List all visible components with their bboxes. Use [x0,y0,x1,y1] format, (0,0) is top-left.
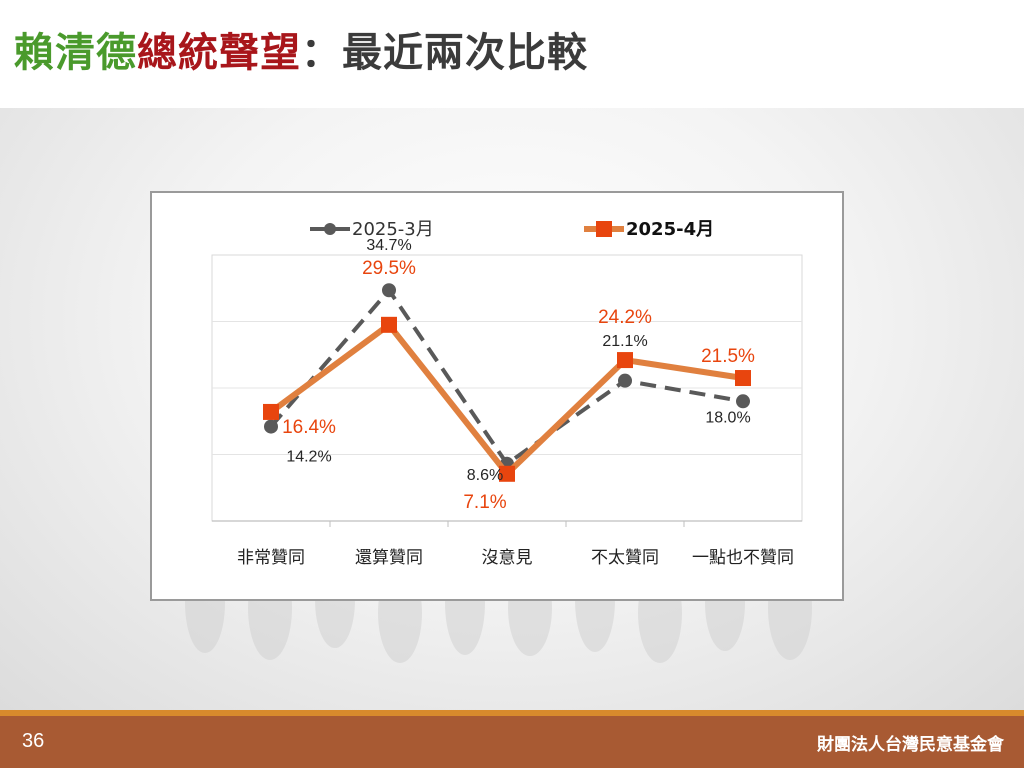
data-label-2025-4: 16.4% [282,417,336,438]
series-point-2025-3 [264,419,278,434]
footer-bar: 36 財團法人台灣民意基金會 [0,716,1024,768]
title-bar: 賴清德總統聲望：最近兩次比較 [0,0,1024,108]
legend-marker-2025-3 [324,223,336,235]
data-label-2025-3: 8.6% [467,467,503,484]
title-rest: ：最近兩次比較 [301,30,588,76]
data-label-2025-3: 14.2% [286,449,331,466]
line-chart: 非常贊同 還算贊同 沒意見 不太贊同 一點也不贊同 16.4% 14.2% 34.7% 29.5… [211,219,803,568]
x-tick-label: 非常贊同 [237,548,305,568]
data-label-2025-3: 34.7% [366,237,411,254]
footer-accent-line [0,710,1024,716]
legend-marker-2025-4 [596,221,612,237]
organization-name: 財團法人台灣民意基金會 [817,735,1004,755]
x-tick-label: 一點也不贊同 [692,548,794,568]
data-label-2025-4: 21.5% [701,346,755,367]
data-label-2025-4: 29.5% [362,258,416,279]
page-number: 36 [22,730,45,752]
legend-label-2025-3: 2025-3月 [352,219,434,240]
data-label-2025-3: 21.1% [602,333,647,350]
series-point-2025-4 [735,370,751,387]
series-point-2025-4 [263,403,279,420]
series-point-2025-3 [382,283,396,298]
x-tick-label: 還算贊同 [355,548,423,568]
series-point-2025-3 [736,394,750,409]
chart-frame: 非常贊同 還算贊同 沒意見 不太贊同 一點也不贊同 16.4% 14.2% 34.7% 29.5… [150,191,844,601]
x-tick-label: 不太贊同 [591,548,659,568]
title-name: 賴清德 [14,30,137,76]
series-point-2025-4 [499,465,515,482]
title-highlight: 總統聲望 [137,30,301,76]
series-point-2025-3 [618,373,632,388]
x-tick-label: 沒意見 [482,548,533,568]
series-point-2025-4 [381,316,397,333]
data-label-2025-4: 7.1% [463,492,506,513]
series-point-2025-4 [617,352,633,369]
data-label-2025-4: 24.2% [598,307,652,328]
slide-title: 賴清德總統聲望：最近兩次比較 [14,20,588,78]
legend-label-2025-4: 2025-4月 [626,219,714,240]
data-label-2025-3: 18.0% [705,409,750,426]
